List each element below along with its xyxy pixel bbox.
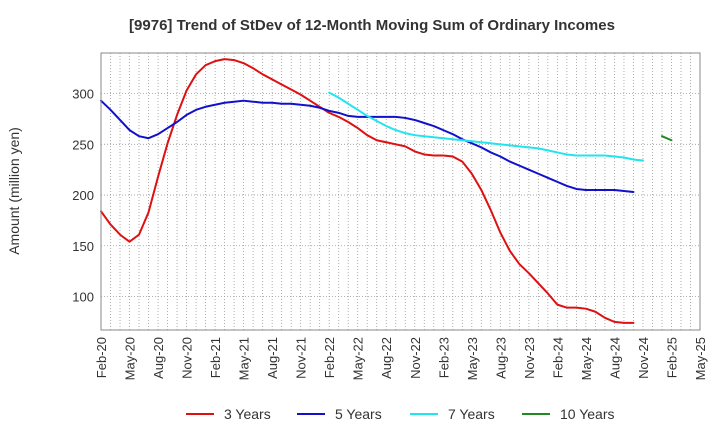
x-tick-label: Aug-20 (151, 337, 166, 379)
legend-label: 10 Years (560, 406, 615, 422)
legend: 3 Years 5 Years 7 Years 10 Years (186, 406, 615, 422)
x-tick-label: Feb-22 (322, 337, 337, 378)
grid-lines (101, 53, 700, 330)
x-tick-label: Nov-21 (294, 337, 309, 379)
x-tick-label: Feb-25 (664, 337, 679, 378)
x-tick-label: Feb-24 (550, 337, 565, 378)
y-tick-label: 200 (72, 188, 94, 203)
series-lines (100, 58, 673, 324)
plot-frame (100, 52, 701, 331)
y-tick-label: 250 (72, 137, 94, 152)
x-tick-label: Nov-24 (636, 337, 651, 379)
x-tick-label: Aug-24 (607, 337, 622, 379)
series-line-7-years (328, 91, 644, 162)
x-tick-label: Feb-21 (208, 337, 223, 378)
series-line-10-years (660, 135, 673, 142)
x-tick-label: Nov-23 (522, 337, 537, 379)
x-tick-label: Aug-22 (379, 337, 394, 379)
x-tick-label: Nov-20 (180, 337, 195, 379)
x-tick-labels: Feb-20 May-20 Aug-20 Nov-20 Feb-21 May-21 Aug-… (94, 337, 708, 380)
x-tick-label: May-24 (579, 337, 594, 380)
x-tick-label: May-21 (237, 337, 252, 380)
x-tick-label: Aug-23 (493, 337, 508, 379)
legend-label: 3 Years (224, 406, 271, 422)
y-axis-label: Amount (million yen) (6, 127, 22, 255)
x-tick-label: Nov-22 (408, 337, 423, 379)
chart-title: [9976] Trend of StDev of 12-Month Moving… (129, 17, 615, 34)
x-tick-label: May-20 (123, 337, 138, 380)
legend-label: 5 Years (335, 406, 382, 422)
x-tick-label: Aug-21 (265, 337, 280, 379)
x-tick-label: Feb-20 (94, 337, 109, 378)
x-tick-label: Feb-23 (436, 337, 451, 378)
legend-label: 7 Years (448, 406, 495, 422)
x-tick-label: May-25 (693, 337, 708, 380)
series-line-3-years (100, 58, 635, 324)
y-tick-label: 100 (72, 290, 94, 305)
y-tick-labels: 100 150 200 250 300 (72, 87, 94, 305)
y-tick-label: 300 (72, 87, 94, 102)
x-tick-label: May-22 (351, 337, 366, 380)
y-tick-label: 150 (72, 239, 94, 254)
x-tick-label: May-23 (465, 337, 480, 380)
